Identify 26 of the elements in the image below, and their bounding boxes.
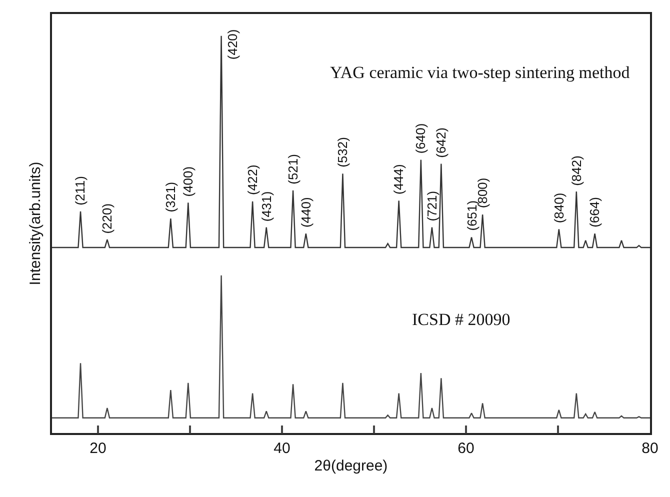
annotation: (521): [286, 154, 301, 184]
annotation: (642): [433, 128, 448, 158]
x-tick-label: 20: [90, 440, 106, 457]
annotation: YAG ceramic via two-step sintering method: [330, 63, 630, 82]
x-tick-label: 40: [274, 440, 290, 457]
annotation: (420): [224, 29, 240, 60]
annotation: (431): [259, 191, 274, 222]
annotation: (422): [245, 164, 260, 196]
annotation: (651): [464, 200, 480, 231]
annotation: (321): [163, 182, 178, 212]
annotation: (721): [424, 190, 440, 222]
annotation: (532): [335, 137, 350, 168]
annotation: (211): [72, 176, 88, 206]
annotation: (664): [587, 197, 602, 228]
annotation: (220): [100, 203, 115, 234]
y-axis-title: Intensity(arb.units): [27, 162, 44, 286]
annotation: (640): [413, 123, 428, 154]
annotation: (842): [568, 156, 584, 186]
annotation: (444): [391, 164, 406, 194]
x-tick-label: 60: [458, 440, 474, 457]
x-axis-title: 2θ(degree): [314, 457, 388, 474]
annotation: (840): [552, 192, 567, 224]
x-tick-label: 80: [642, 440, 658, 457]
annotation: (440): [298, 197, 314, 228]
annotation: ICSD # 20090: [412, 310, 510, 329]
annotation: (400): [180, 166, 196, 197]
